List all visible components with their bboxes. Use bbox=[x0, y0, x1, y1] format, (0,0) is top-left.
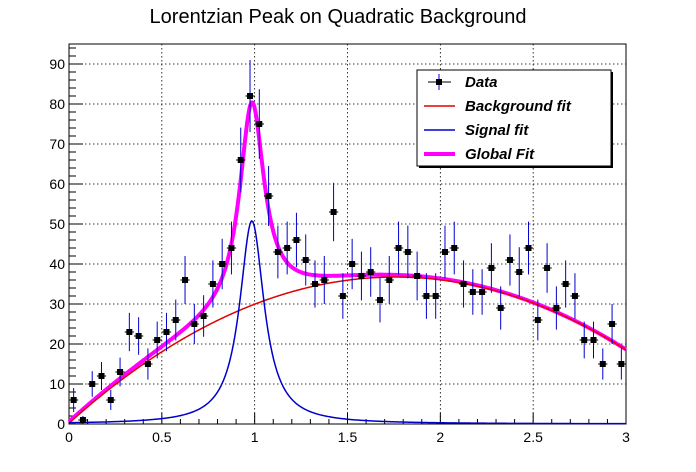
chart-title: Lorentzian Peak on Quadratic Background bbox=[150, 6, 527, 28]
data-point bbox=[441, 249, 448, 255]
data-point bbox=[154, 337, 161, 343]
legend: Data Background fit Signal fit Global Fit bbox=[416, 69, 613, 168]
plot-area bbox=[67, 60, 628, 425]
data-point bbox=[497, 305, 504, 311]
data-point bbox=[562, 281, 569, 287]
data-point bbox=[172, 317, 179, 323]
data-point bbox=[302, 257, 309, 263]
data-point bbox=[70, 397, 77, 403]
data-point bbox=[284, 245, 291, 251]
data-point bbox=[126, 329, 133, 335]
data-point bbox=[618, 361, 625, 367]
data-point bbox=[256, 121, 263, 127]
data-point bbox=[506, 257, 513, 263]
data-point bbox=[534, 317, 541, 323]
data-point bbox=[479, 289, 486, 295]
data-point bbox=[423, 293, 430, 299]
data-point bbox=[293, 237, 300, 243]
legend-swatch-data-marker bbox=[436, 79, 442, 85]
data-point bbox=[590, 337, 597, 343]
x-tick-label: 1.5 bbox=[338, 429, 358, 445]
data-point bbox=[339, 293, 346, 299]
data-point bbox=[312, 281, 319, 287]
data-point bbox=[609, 321, 616, 327]
y-tick-label: 50 bbox=[49, 216, 65, 232]
legend-label: Global Fit bbox=[465, 146, 535, 163]
y-tick-label: 0 bbox=[57, 416, 65, 432]
data-point bbox=[451, 245, 458, 251]
data-point bbox=[488, 265, 495, 271]
x-tick-label: 2.5 bbox=[523, 429, 543, 445]
legend-label: Background fit bbox=[465, 98, 572, 115]
signal-fit-curve bbox=[68, 220, 626, 425]
data-point bbox=[516, 269, 523, 275]
data-point bbox=[191, 321, 198, 327]
y-tick-label: 90 bbox=[49, 56, 65, 72]
data-point bbox=[321, 277, 328, 283]
data-point bbox=[544, 265, 551, 271]
y-tick-label: 60 bbox=[49, 176, 65, 192]
data-point bbox=[135, 333, 142, 339]
data-point bbox=[525, 245, 532, 251]
data-point bbox=[599, 361, 606, 367]
data-point bbox=[349, 261, 356, 267]
x-tick-label: 2 bbox=[436, 429, 444, 445]
data-point bbox=[98, 373, 105, 379]
data-point bbox=[247, 93, 254, 99]
data-point bbox=[571, 293, 578, 299]
y-tick-label: 20 bbox=[49, 336, 65, 352]
data-point bbox=[274, 249, 281, 255]
y-tick-label: 70 bbox=[49, 136, 65, 152]
data-point bbox=[469, 289, 476, 295]
data-point bbox=[460, 281, 467, 287]
data-point bbox=[367, 269, 374, 275]
x-tick-label: 0 bbox=[65, 429, 73, 445]
x-tick-label: 0.5 bbox=[152, 429, 172, 445]
legend-label: Data bbox=[465, 74, 498, 91]
legend-box bbox=[416, 69, 612, 167]
data-point bbox=[144, 361, 151, 367]
data-point bbox=[553, 305, 560, 311]
y-axis: 0 10 20 30 40 50 60 70 80 90 bbox=[49, 47, 83, 432]
y-tick-label: 10 bbox=[49, 376, 65, 392]
data-point bbox=[163, 329, 170, 335]
y-tick-label: 40 bbox=[49, 256, 65, 272]
data-point bbox=[376, 297, 383, 303]
x-tick-label: 3 bbox=[622, 429, 630, 445]
data-point bbox=[237, 157, 244, 163]
data-point bbox=[414, 273, 421, 279]
data-point bbox=[117, 369, 124, 375]
legend-label: Signal fit bbox=[465, 122, 529, 139]
x-tick-label: 1 bbox=[251, 429, 259, 445]
data-point bbox=[265, 193, 272, 199]
data-point bbox=[228, 245, 235, 251]
data-point bbox=[358, 273, 365, 279]
data-point bbox=[330, 209, 337, 215]
data-point bbox=[89, 381, 96, 387]
data-point bbox=[219, 261, 226, 267]
data-point bbox=[581, 337, 588, 343]
data-point bbox=[432, 293, 439, 299]
data-point bbox=[386, 277, 393, 283]
y-tick-label: 30 bbox=[49, 296, 65, 312]
data-point bbox=[107, 397, 114, 403]
y-tick-label: 80 bbox=[49, 96, 65, 112]
data-point bbox=[209, 281, 216, 287]
data-point bbox=[404, 249, 411, 255]
data-point bbox=[182, 277, 189, 283]
data-point bbox=[200, 313, 207, 319]
data-point bbox=[79, 417, 86, 423]
background-fit-curve bbox=[68, 276, 627, 424]
data-point bbox=[395, 245, 402, 251]
